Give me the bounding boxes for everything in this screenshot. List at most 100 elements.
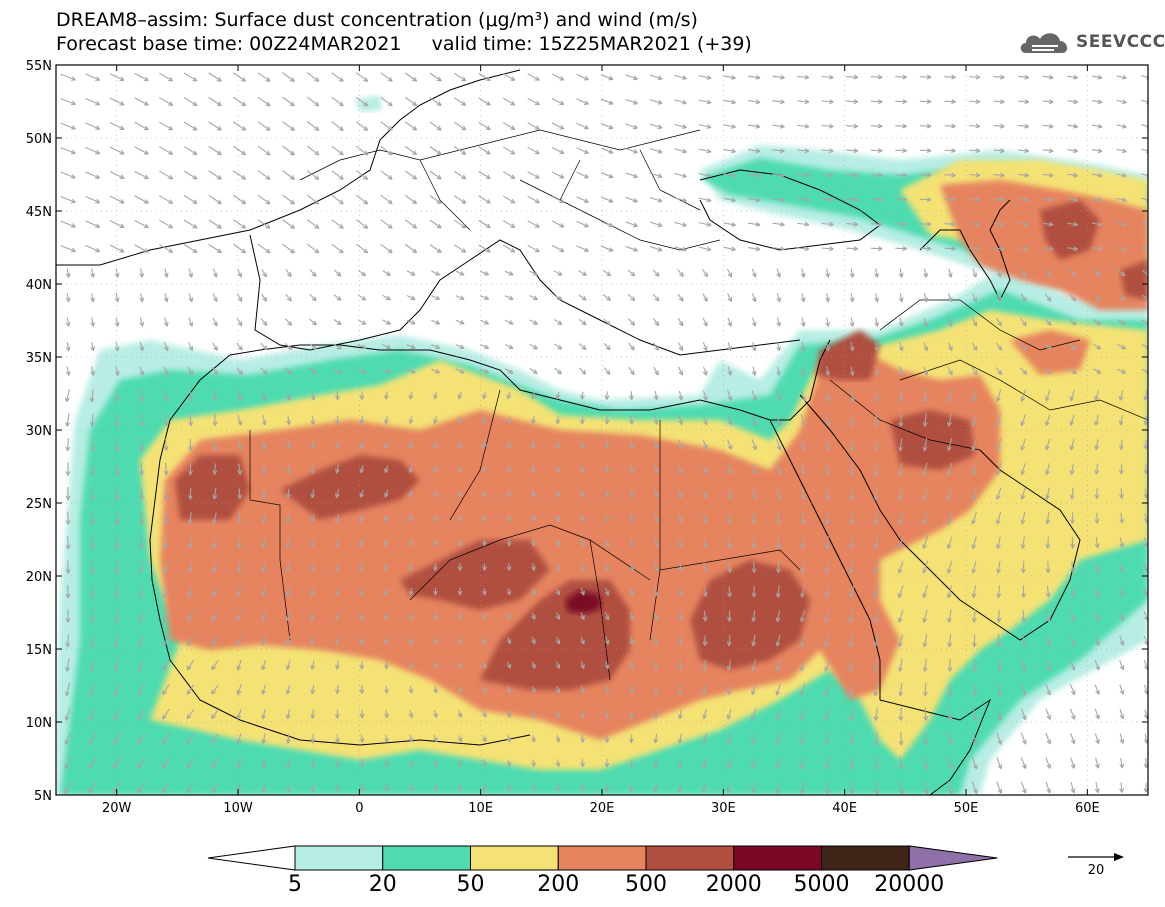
wind-arrow [923,781,929,795]
wind-arrow [1094,414,1100,426]
wind-arrow [163,511,169,525]
wind-arrow [747,74,761,80]
wind-arrow [433,734,438,743]
wind-arrow [531,563,536,571]
wind-arrow [603,294,612,301]
wind-arrow [1020,536,1026,549]
wind-arrow [359,734,365,743]
wind-arrow [968,148,981,154]
wind-arrow [776,268,782,278]
wind-arrow [335,611,340,621]
wind-arrow [922,560,929,574]
wind-arrow [331,72,344,82]
wind-arrow [163,342,169,352]
wind-arrow [335,513,340,523]
wind-arrow [212,414,218,426]
wind-arrow [678,635,684,646]
wind-arrow [922,585,928,599]
wind-arrow [825,462,831,476]
wind-arrow [90,341,96,352]
wind-arrow [580,563,585,572]
wind-arrow [65,511,71,525]
wind-arrow [772,123,785,129]
wind-arrow [968,221,981,227]
wind-arrow [751,414,757,426]
wind-arrow [208,72,222,82]
wind-arrow [922,536,929,550]
wind-arrow [702,415,708,426]
wind-arrow [163,487,169,500]
wind-arrow [555,661,561,669]
wind-arrow [183,219,198,229]
wind-arrow [359,391,365,400]
lon-tick-label: 60E [1075,801,1100,816]
wind-arrow [971,756,978,770]
dust-contour-2000 [565,590,602,614]
wind-arrow [162,634,170,647]
wind-arrow [1067,74,1078,80]
wind-arrow [751,536,757,549]
wind-arrow [455,344,465,350]
wind-arrow [600,74,614,81]
wind-arrow [502,195,516,204]
wind-arrow [849,366,855,376]
coastline [879,698,992,795]
wind-arrow [261,684,267,695]
wind-arrow [821,123,834,129]
lat-tick-label: 40N [26,278,52,293]
wind-arrow [873,732,879,746]
wind-arrow [653,464,659,474]
wind-arrow [429,121,442,131]
wind-arrow [678,366,684,376]
wind-arrow [723,197,736,203]
wind-arrow [212,512,218,524]
wind-arrow [137,733,146,745]
wind-arrow [355,72,369,82]
wind-arrow [1116,246,1127,252]
wind-arrow [212,342,218,351]
wind-arrow [1046,634,1051,647]
wind-arrow [433,783,438,792]
wind-arrow [776,438,782,451]
wind-arrow [134,244,149,253]
wind-arrow [580,514,585,523]
wind-arrow [453,195,467,204]
wind-arrow [946,560,953,574]
wind-arrow [382,368,392,374]
wind-arrow [1143,782,1148,793]
wind-arrow [478,244,491,253]
wind-arrow [848,683,855,696]
wind-arrow [727,439,733,450]
wind-arrow [1021,585,1026,598]
wind-arrow [506,416,512,424]
wind-arrow [993,246,1005,252]
wind-arrow [433,489,438,498]
wind-arrow [1018,221,1030,227]
wind-arrow [306,243,320,254]
wind-arrow [335,464,340,474]
wind-arrow [457,783,463,792]
wind-arrow [285,269,292,278]
wind-arrow [433,636,438,645]
wind-arrow [629,489,634,498]
wind-arrow [506,710,512,718]
wind-arrow [873,487,879,501]
wind-arrow [1045,389,1051,402]
wind-arrow [134,195,149,204]
wind-arrow [653,513,659,523]
wind-arrow [824,683,830,696]
wind-arrow [873,609,880,623]
wind-arrow [335,709,340,719]
wind-arrow [137,708,146,720]
wind-arrow [702,610,708,622]
wind-arrow [846,197,859,203]
wind-arrow [309,318,317,326]
wind-arrow [404,219,418,229]
wind-arrow [1018,123,1030,129]
wind-arrow [874,413,880,427]
wind-arrow [285,635,291,646]
wind-arrow [1045,487,1050,500]
wind-arrow [1119,733,1125,744]
wind-arrow [261,293,268,302]
wind-arrow [702,561,708,573]
